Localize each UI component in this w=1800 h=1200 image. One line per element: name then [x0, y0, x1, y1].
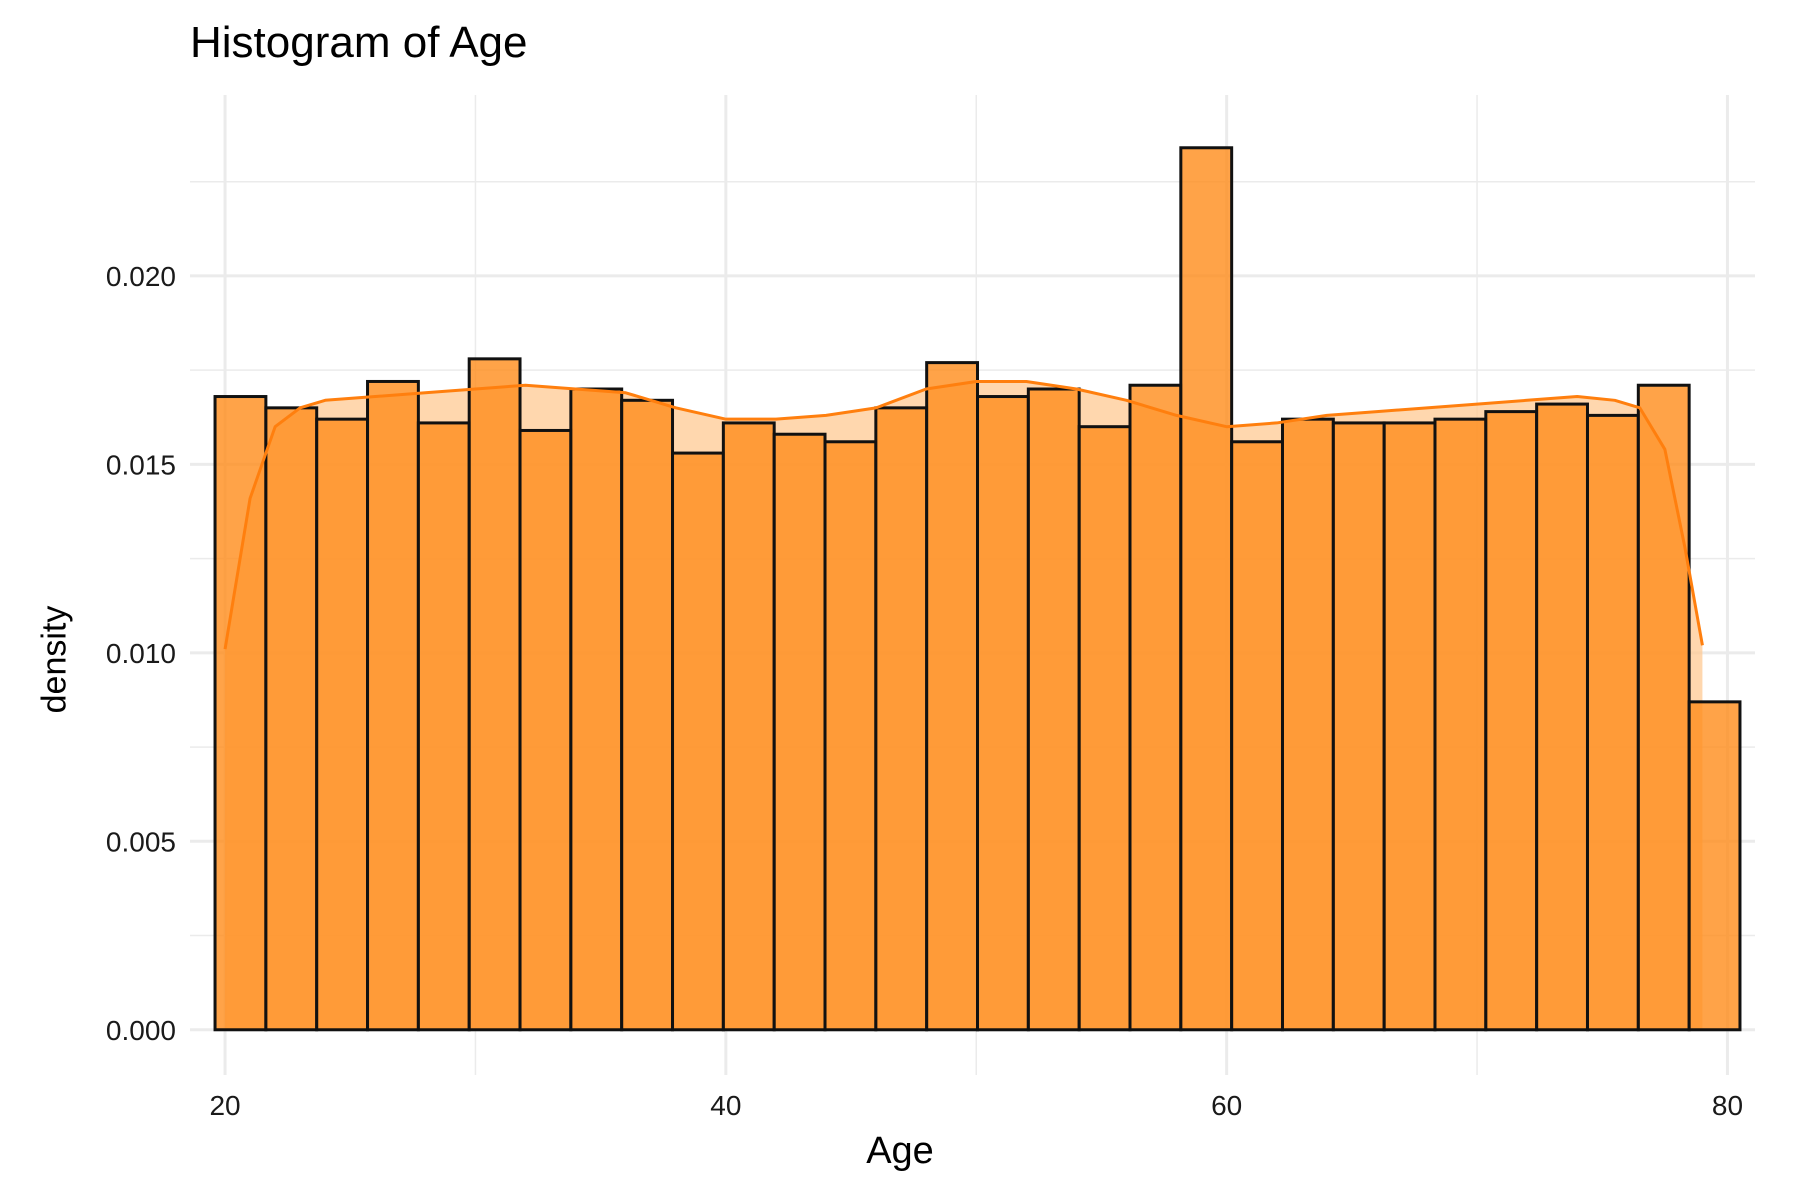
x-tick-labels: 20 40 60 80: [209, 1090, 1743, 1121]
histogram-bar: [1077, 425, 1132, 1032]
histogram-bar: [976, 395, 1030, 1032]
histogram-bar: [1230, 440, 1284, 1032]
histogram-bar: [366, 379, 420, 1032]
histogram-bar: [1687, 700, 1742, 1032]
histogram-bar: [721, 421, 776, 1032]
histogram-bar: [671, 451, 725, 1032]
x-axis-label: Age: [866, 1130, 934, 1172]
y-tick-label: 0.000: [106, 1015, 176, 1046]
density-curve-layer: [223, 379, 1704, 650]
histogram-bar: [1484, 410, 1539, 1032]
x-tick-label: 20: [209, 1090, 240, 1121]
histogram-bar: [772, 432, 827, 1032]
histogram-bar: [569, 387, 624, 1032]
histogram-bar: [1179, 146, 1234, 1032]
histogram-bar: [925, 361, 980, 1032]
histogram-bar: [416, 421, 471, 1032]
histogram-bar: [1280, 417, 1335, 1032]
histogram-bar: [213, 395, 268, 1032]
histogram-bar: [823, 440, 878, 1032]
histogram-bar: [1331, 421, 1386, 1032]
x-tick-label: 80: [1712, 1090, 1743, 1121]
chart-title: Histogram of Age: [190, 18, 528, 67]
density-curve: [223, 379, 1704, 650]
histogram-bar: [1585, 413, 1640, 1032]
x-tick-label: 60: [1211, 1090, 1242, 1121]
histogram-bar: [1382, 421, 1437, 1032]
histogram-bar: [1128, 383, 1183, 1032]
x-tick-label: 40: [710, 1090, 741, 1121]
histogram-bar: [467, 357, 522, 1032]
histogram-bar: [1636, 383, 1691, 1032]
y-tick-label: 0.010: [106, 638, 176, 669]
y-axis-label: density: [35, 605, 74, 714]
histogram-bar: [1026, 387, 1081, 1032]
y-tick-label: 0.020: [106, 261, 176, 292]
histogram-bar: [1433, 417, 1488, 1032]
histogram-bar: [315, 417, 370, 1032]
histogram-bars: [213, 146, 1742, 1032]
histogram-bar: [264, 406, 319, 1032]
histogram-bar: [620, 398, 675, 1032]
histogram-bar: [1535, 402, 1589, 1032]
y-tick-labels: 0.000 0.005 0.010 0.015 0.020: [106, 261, 176, 1046]
histogram-bar: [518, 428, 573, 1032]
y-tick-label: 0.015: [106, 449, 176, 480]
y-tick-label: 0.005: [106, 826, 176, 857]
histogram-bar: [874, 406, 929, 1032]
